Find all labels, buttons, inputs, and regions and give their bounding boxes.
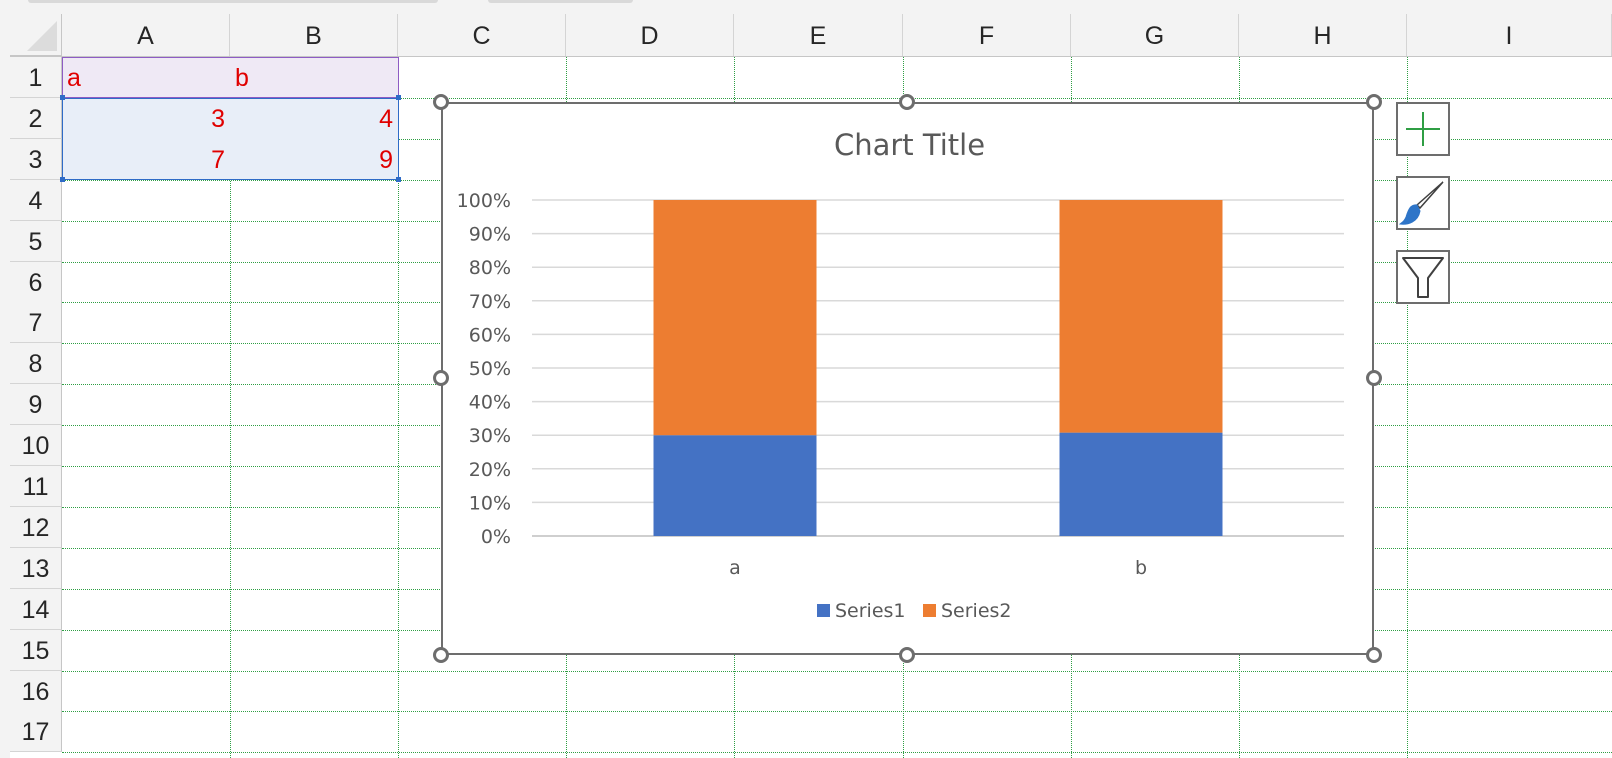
column-header-H[interactable]: H (1239, 14, 1407, 56)
row-gridline (62, 752, 1612, 754)
window-edge (0, 0, 10, 758)
range-resize-handle[interactable] (60, 95, 65, 100)
row-header-10[interactable]: 10 (10, 425, 62, 467)
x-category-label: a (729, 557, 741, 579)
select-all-triangle-icon (27, 21, 57, 51)
chart-resize-handle-bottom[interactable] (899, 647, 915, 663)
y-tick-label: 20% (469, 459, 511, 481)
y-tick-label: 10% (469, 492, 511, 514)
data-range-highlight (62, 98, 399, 180)
legend-label: Series1 (835, 600, 906, 622)
column-header-I[interactable]: I (1407, 14, 1612, 56)
cell-A2[interactable]: 3 (211, 105, 225, 133)
chart-resize-handle-bottom-left[interactable] (433, 647, 449, 663)
y-tick-label: 40% (469, 392, 511, 414)
legend-swatch-series1 (817, 604, 830, 617)
chart-elements-icon (1406, 112, 1440, 146)
legend-swatch-series2 (923, 604, 936, 617)
y-tick-label: 0% (481, 526, 511, 548)
row-header-17[interactable]: 17 (10, 711, 62, 753)
header-range-highlight (62, 57, 399, 98)
bar-series2-a (653, 200, 817, 436)
row-header-8[interactable]: 8 (10, 343, 62, 385)
stacked-column-plot: 0% 10% 20% 30% 40% 50% 60% 70% 80% 90% 100% a b Serie… (457, 190, 1344, 622)
row-header-15[interactable]: 15 (10, 629, 62, 671)
chart-filters-button[interactable] (1396, 250, 1450, 304)
column-gridline (230, 57, 231, 758)
row-header-1[interactable]: 1 (10, 57, 62, 98)
bar-series1-a (653, 435, 817, 536)
row-header-16[interactable]: 16 (10, 670, 62, 712)
y-tick-label: 30% (469, 425, 511, 447)
bar-series2-b (1059, 200, 1223, 433)
range-resize-handle[interactable] (396, 95, 401, 100)
row-header-7[interactable]: 7 (10, 302, 62, 344)
column-header-G[interactable]: G (1071, 14, 1239, 56)
row-header-9[interactable]: 9 (10, 384, 62, 426)
range-resize-handle[interactable] (60, 177, 65, 182)
row-header-13[interactable]: 13 (10, 547, 62, 589)
column-header-bar (10, 14, 1612, 57)
row-gridline (62, 97, 1612, 99)
y-tick-label: 50% (469, 358, 511, 380)
cell-A3[interactable]: 7 (211, 146, 225, 174)
bar-series1-b (1059, 432, 1223, 536)
column-header-C[interactable]: C (398, 14, 566, 56)
chart-title[interactable]: Chart Title (833, 128, 986, 162)
chart-styles-icon (1398, 181, 1444, 225)
chart-resize-handle-bottom-right[interactable] (1366, 647, 1382, 663)
y-tick-label: 90% (469, 224, 511, 246)
chart-resize-handle-left[interactable] (433, 370, 449, 386)
column-header-A[interactable]: A (62, 14, 230, 56)
ribbon-edge (0, 0, 1612, 14)
y-tick-label: 80% (469, 257, 511, 279)
column-header-F[interactable]: F (903, 14, 1071, 56)
chart-elements-button[interactable] (1396, 102, 1450, 156)
scroll-area-strip (28, 0, 438, 3)
chart-resize-handle-top[interactable] (899, 94, 915, 110)
column-gridline (398, 57, 399, 758)
chart-area[interactable]: Chart Title 0% 10% 20% 30% 40% 50% 60% 70% 80% 90… (441, 102, 1374, 655)
legend-label: Series2 (941, 600, 1012, 622)
y-tick-label: 100% (457, 190, 511, 212)
select-all-button[interactable] (10, 14, 62, 56)
cell-B3[interactable]: 9 (379, 146, 393, 174)
row-gridline (62, 711, 1612, 713)
chart-styles-button[interactable] (1396, 176, 1450, 230)
row-header-6[interactable]: 6 (10, 261, 62, 303)
cell-B2[interactable]: 4 (379, 105, 393, 133)
scroll-area-strip (488, 0, 633, 3)
row-header-11[interactable]: 11 (10, 466, 62, 507)
row-header-5[interactable]: 5 (10, 220, 62, 262)
chart-resize-handle-right[interactable] (1366, 370, 1382, 386)
row-header-14[interactable]: 14 (10, 588, 62, 630)
x-category-label: b (1135, 557, 1147, 579)
column-header-D[interactable]: D (566, 14, 734, 56)
cell-A1[interactable]: a (67, 64, 81, 92)
row-gridline (62, 670, 1612, 672)
row-header-4[interactable]: 4 (10, 179, 62, 221)
row-header-3[interactable]: 3 (10, 138, 62, 180)
chart-resize-handle-top-left[interactable] (433, 94, 449, 110)
column-header-B[interactable]: B (230, 14, 398, 56)
cell-B1[interactable]: b (235, 64, 249, 92)
y-tick-label: 60% (469, 324, 511, 346)
column-header-E[interactable]: E (734, 14, 903, 56)
row-header-12[interactable]: 12 (10, 506, 62, 548)
y-tick-label: 70% (469, 291, 511, 313)
chart-filters-icon (1402, 257, 1444, 298)
chart-resize-handle-top-right[interactable] (1366, 94, 1382, 110)
range-resize-handle[interactable] (396, 177, 401, 182)
column-gridline (1407, 57, 1408, 758)
row-header-2[interactable]: 2 (10, 97, 62, 139)
